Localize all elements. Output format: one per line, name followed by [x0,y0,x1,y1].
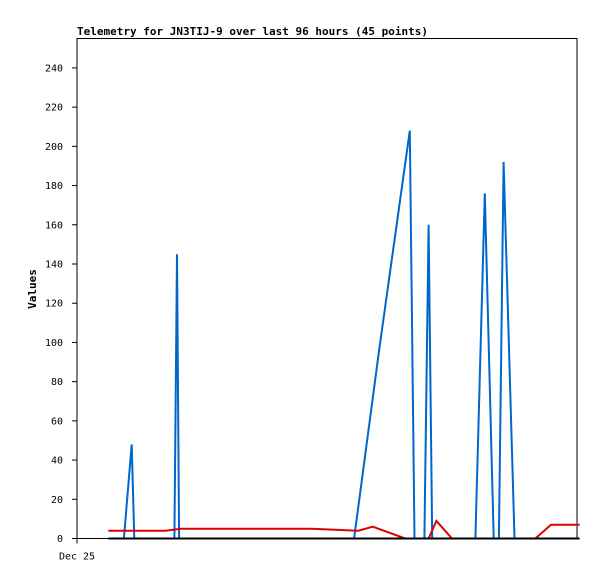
y-tick-label: 160 [45,220,63,231]
y-tick-label: 40 [51,456,63,467]
y-axis-label: Values [26,269,39,309]
y-tick-label: 200 [45,142,63,153]
y-tick-label: 180 [45,181,63,192]
chart-title: Telemetry for JN3TIJ-9 over last 96 hour… [77,25,428,38]
y-tick-label: 80 [51,377,63,388]
y-tick-label: 240 [45,63,63,74]
x-axis-ticks: Dec 25 [59,538,95,563]
y-tick-label: 220 [45,103,63,114]
data-series [108,130,580,540]
plot-area [76,38,578,539]
y-axis-ticks: 0 20 40 60 80 100 120 140 160 180 200 220 240 [45,63,77,545]
y-tick-label: 100 [45,338,63,349]
y-tick-label: 140 [45,259,63,270]
y-tick-label: 0 [57,534,63,545]
y-tick-label: 120 [45,299,63,310]
y-tick-label: 20 [51,495,63,506]
y-tick-label: 60 [51,416,63,427]
x-tick-label: Dec 25 [59,552,95,563]
